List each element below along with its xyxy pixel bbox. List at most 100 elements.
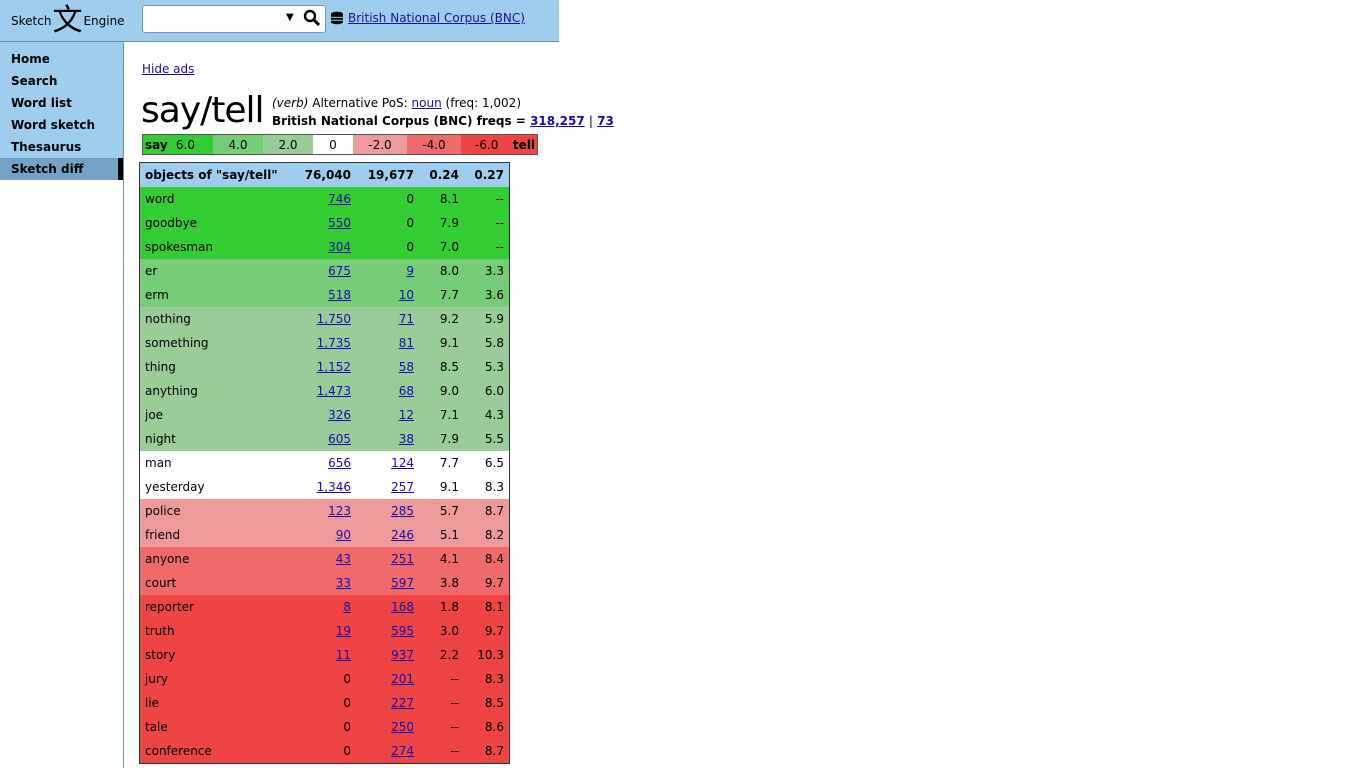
freq-2-link[interactable]: 227: [391, 696, 414, 710]
search-input[interactable]: ▼: [142, 5, 326, 33]
score-2-value: 6.5: [484, 456, 504, 470]
table-title: objects of "say/tell": [145, 168, 278, 182]
collocate-word: jury: [145, 672, 168, 686]
freq-2-link[interactable]: 10: [398, 288, 414, 302]
freq-2-link[interactable]: 937: [391, 648, 414, 662]
score-2-cell: 5.9: [459, 312, 504, 326]
table-row: night 605 38 7.9 5.5: [140, 427, 509, 451]
score-1-cell: 8.0: [414, 264, 459, 278]
sidebar-item-home[interactable]: Home: [11, 52, 50, 66]
freq-2-link[interactable]: 251: [391, 552, 414, 566]
score-1-value: 9.1: [439, 480, 459, 494]
header-score-1: 0.24: [429, 168, 459, 182]
freq-link-1[interactable]: 318,257: [530, 114, 585, 128]
freq-2-cell: 274: [351, 744, 414, 758]
alt-pos-link[interactable]: noun: [411, 96, 442, 110]
freq-2-link[interactable]: 595: [391, 624, 414, 638]
freq-1-link[interactable]: 8: [343, 600, 351, 614]
freq-1-link[interactable]: 550: [328, 216, 351, 230]
corpus-selector[interactable]: British National Corpus (BNC): [330, 11, 525, 25]
table-row: truth 19 595 3.0 9.7: [140, 619, 509, 643]
freq-2-cell: 38: [351, 432, 414, 446]
score-2-value: 8.3: [484, 480, 504, 494]
table-row: nothing 1,750 71 9.2 5.9: [140, 307, 509, 331]
freq-1-link[interactable]: 605: [328, 432, 351, 446]
collocate-word: story: [145, 648, 176, 662]
freq-1-cell: 1,750: [290, 312, 351, 326]
sketch-engine-logo[interactable]: Sketch 文 Engine: [11, 0, 125, 41]
freq-1-link[interactable]: 11: [335, 648, 351, 662]
corpus-link[interactable]: British National Corpus (BNC): [348, 11, 525, 25]
freq-1-link[interactable]: 1,750: [316, 312, 351, 326]
freq-1-link[interactable]: 304: [328, 240, 351, 254]
freq-2-cell: 12: [351, 408, 414, 422]
score-1-value: 3.0: [439, 624, 459, 638]
score-2-value: 8.4: [484, 552, 504, 566]
freq-2-link[interactable]: 9: [406, 264, 414, 278]
freq-2-link[interactable]: 58: [398, 360, 414, 374]
search-icon[interactable]: [303, 9, 321, 27]
score-1-value: 7.0: [439, 240, 459, 254]
score-2-cell: 8.2: [459, 528, 504, 542]
score-1-value: 9.1: [439, 336, 459, 350]
freq-2-link[interactable]: 246: [391, 528, 414, 542]
score-1-cell: 3.0: [414, 624, 459, 638]
freq-1-value: 0: [343, 720, 351, 734]
score-2-value: 10.3: [477, 648, 504, 662]
freq-2-link[interactable]: 124: [391, 456, 414, 470]
score-2-value: --: [495, 192, 504, 206]
score-2-cell: --: [459, 216, 504, 230]
freq-2-link[interactable]: 274: [391, 744, 414, 758]
sidebar-item-word-list[interactable]: Word list: [11, 96, 72, 110]
freq-1-link[interactable]: 1,735: [316, 336, 351, 350]
table-row: police 123 285 5.7 8.7: [140, 499, 509, 523]
table-row: goodbye 550 0 7.9 --: [140, 211, 509, 235]
sidebar-item-sketch-diff[interactable]: Sketch diff: [0, 158, 123, 180]
hide-ads-link[interactable]: Hide ads: [142, 62, 195, 76]
score-1-cell: 8.1: [414, 192, 459, 206]
freq-2-cell: 58: [351, 360, 414, 374]
freq-2-link[interactable]: 12: [398, 408, 414, 422]
freq-1-link[interactable]: 326: [328, 408, 351, 422]
freq-2-cell: 597: [351, 576, 414, 590]
freq-1-link[interactable]: 90: [335, 528, 351, 542]
score-2-value: 8.7: [484, 504, 504, 518]
freq-2-link[interactable]: 71: [398, 312, 414, 326]
chevron-down-icon[interactable]: ▼: [286, 12, 294, 23]
freq-1-link[interactable]: 33: [335, 576, 351, 590]
sidebar-item-search[interactable]: Search: [11, 74, 58, 88]
score-2-cell: 8.5: [459, 696, 504, 710]
freq-2-link[interactable]: 250: [391, 720, 414, 734]
table-row: joe 326 12 7.1 4.3: [140, 403, 509, 427]
freq-1-cell: 123: [290, 504, 351, 518]
freq-1-link[interactable]: 1,346: [316, 480, 351, 494]
score-1-value: 3.8: [439, 576, 459, 590]
freq-1-link[interactable]: 656: [328, 456, 351, 470]
freq-2-link[interactable]: 68: [398, 384, 414, 398]
freq-2-link[interactable]: 597: [391, 576, 414, 590]
freq-1-link[interactable]: 1,473: [316, 384, 351, 398]
score-1-cell: 4.1: [414, 552, 459, 566]
score-2-value: --: [495, 216, 504, 230]
freq-2-link[interactable]: 201: [391, 672, 414, 686]
freq-2-link[interactable]: 285: [391, 504, 414, 518]
collocate-word: court: [145, 576, 177, 590]
freq-2-link[interactable]: 81: [398, 336, 414, 350]
freq-1-value: 0: [343, 744, 351, 758]
freq-1-link[interactable]: 43: [335, 552, 351, 566]
sidebar-item-word-sketch[interactable]: Word sketch: [11, 118, 96, 132]
score-legend: say 6.0 4.0 2.0 0 -2.0 -4.0 -6.0 tell: [142, 134, 538, 155]
sidebar-item-thesaurus[interactable]: Thesaurus: [11, 140, 82, 154]
freq-1-link[interactable]: 675: [328, 264, 351, 278]
freq-2-link[interactable]: 257: [391, 480, 414, 494]
freq-2-cell: 937: [351, 648, 414, 662]
freq-1-link[interactable]: 123: [328, 504, 351, 518]
freq-1-link[interactable]: 746: [328, 192, 351, 206]
freq-1-link[interactable]: 1,152: [316, 360, 351, 374]
freq-1-link[interactable]: 19: [335, 624, 351, 638]
freq-link-2[interactable]: 73: [597, 114, 614, 128]
freq-2-link[interactable]: 38: [398, 432, 414, 446]
freq-1-link[interactable]: 518: [328, 288, 351, 302]
freq-2-link[interactable]: 168: [391, 600, 414, 614]
sidebar-divider: [123, 180, 124, 768]
